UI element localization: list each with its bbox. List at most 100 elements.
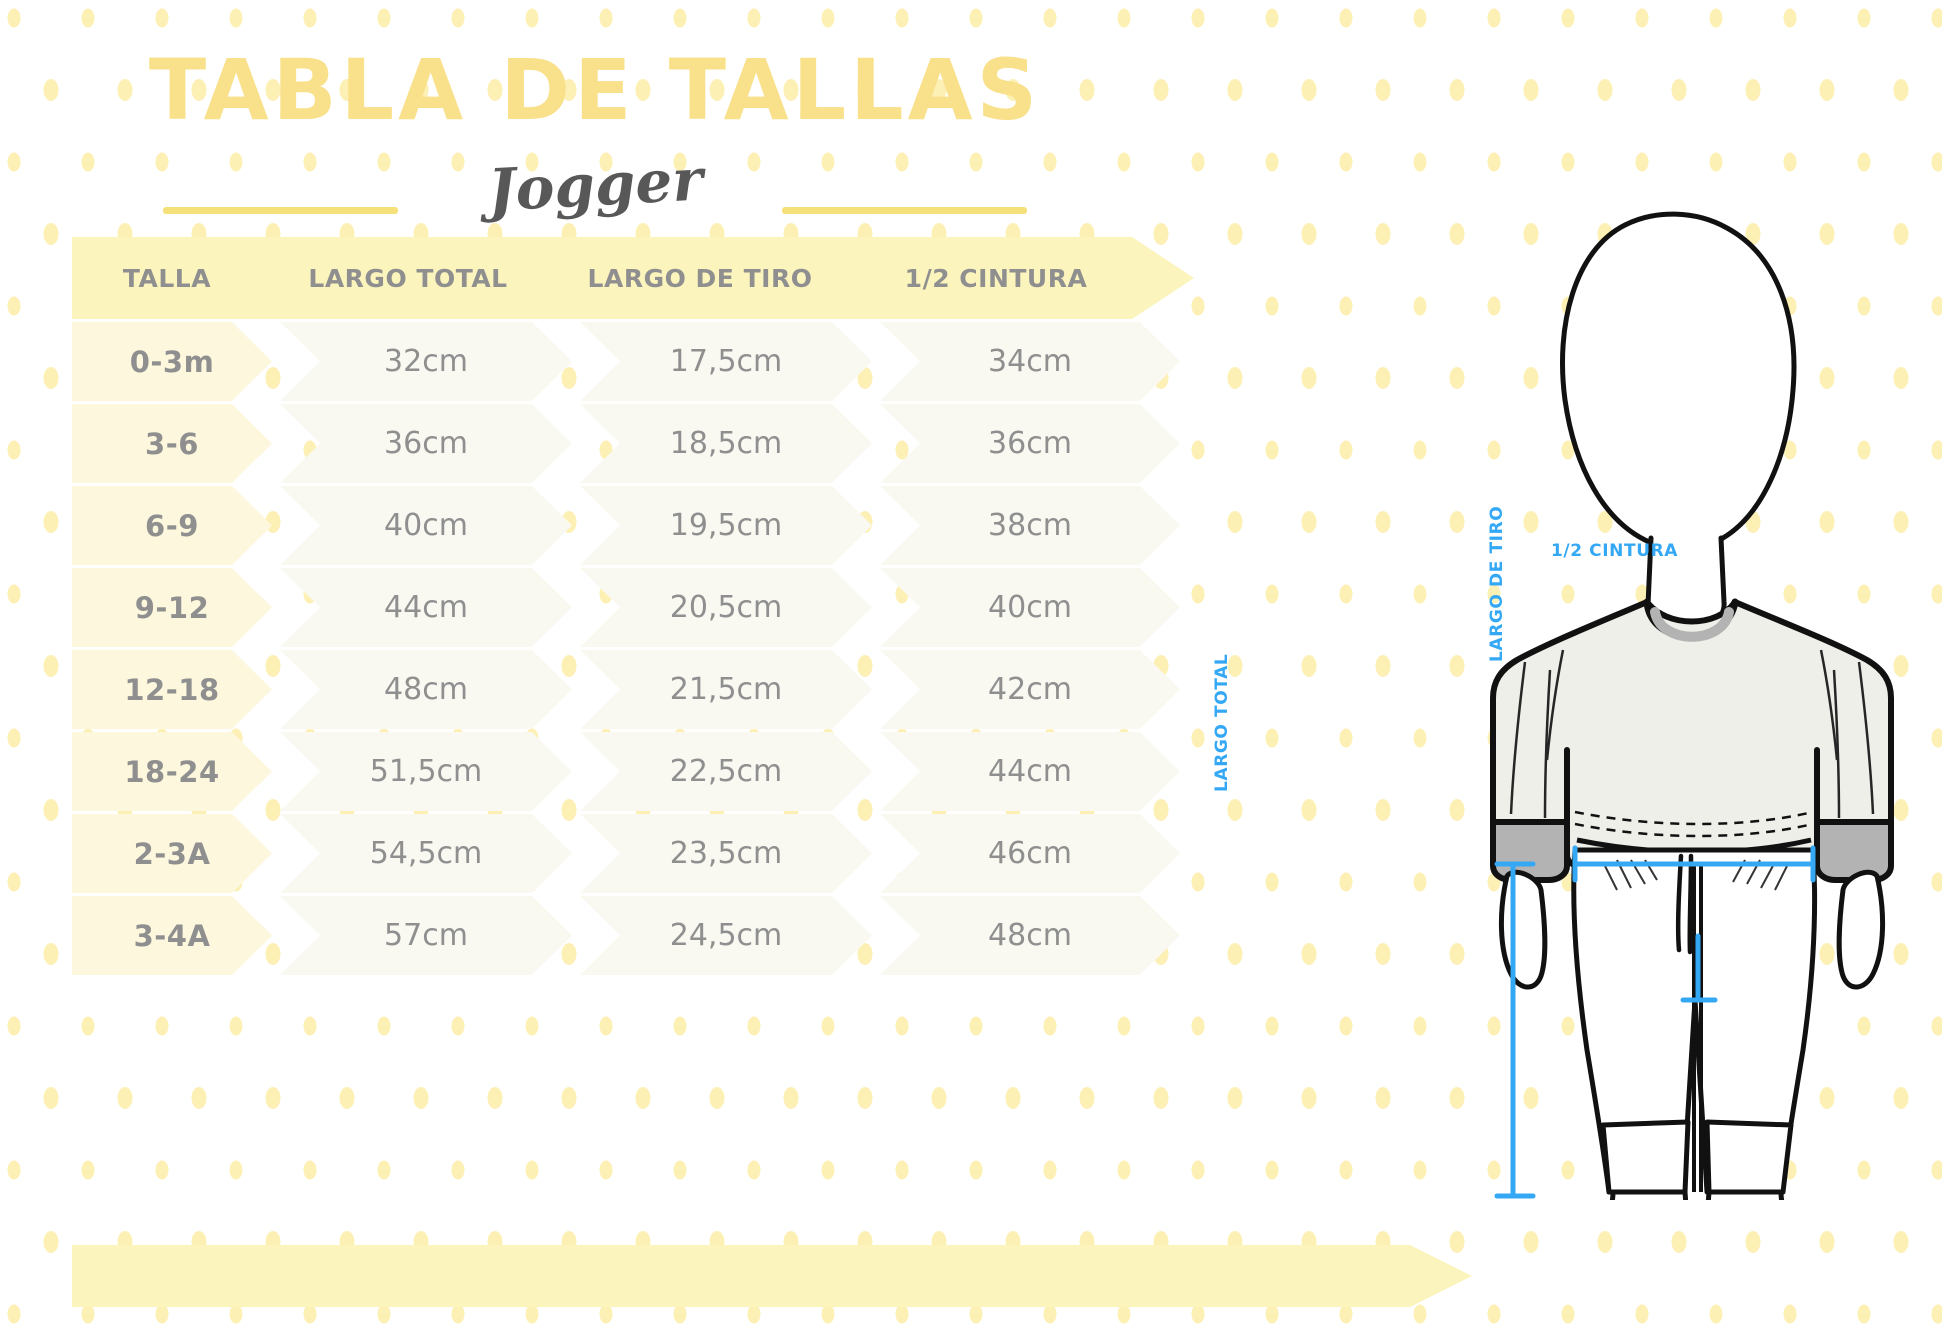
cell-gap bbox=[872, 404, 880, 483]
cell-gap bbox=[272, 650, 280, 729]
cell-largo-tiro-text: 22,5cm bbox=[580, 754, 872, 789]
page-title: TABLA DE TALLAS bbox=[0, 48, 1190, 132]
cell-gap bbox=[572, 896, 580, 975]
cell-media-cintura: 34cm bbox=[880, 322, 1180, 401]
cell-largo-tiro: 22,5cm bbox=[580, 732, 872, 811]
cell-gap bbox=[272, 814, 280, 893]
cell-talla: 3-4A bbox=[72, 896, 272, 975]
bottom-decorative-band bbox=[72, 1245, 1472, 1307]
cell-largo-total-text: 54,5cm bbox=[280, 836, 572, 871]
cell-talla: 6-9 bbox=[72, 486, 272, 565]
cell-media-cintura: 40cm bbox=[880, 568, 1180, 647]
measurement-label-media-cintura: 1/2 CINTURA bbox=[1551, 541, 1678, 561]
cell-gap bbox=[872, 732, 880, 811]
cell-talla-text: 3-6 bbox=[72, 427, 272, 461]
size-table: TALLA LARGO TOTAL LARGO DE TIRO 1/2 CINT… bbox=[72, 237, 1402, 975]
cell-gap bbox=[872, 896, 880, 975]
cell-largo-total: 57cm bbox=[280, 896, 572, 975]
cell-media-cintura-text: 44cm bbox=[880, 754, 1180, 789]
cell-largo-total-text: 51,5cm bbox=[280, 754, 572, 789]
cell-gap bbox=[272, 486, 280, 565]
cell-largo-tiro-text: 24,5cm bbox=[580, 918, 872, 953]
cell-largo-tiro-text: 18,5cm bbox=[580, 426, 872, 461]
measurement-label-largo-tiro: LARGO DE TIRO bbox=[1487, 506, 1507, 662]
cell-gap bbox=[572, 650, 580, 729]
column-header-largo-tiro: LARGO DE TIRO bbox=[554, 264, 846, 293]
cell-gap bbox=[272, 404, 280, 483]
cell-talla: 3-6 bbox=[72, 404, 272, 483]
cell-largo-total: 54,5cm bbox=[280, 814, 572, 893]
cell-largo-tiro-text: 21,5cm bbox=[580, 672, 872, 707]
cell-media-cintura-text: 42cm bbox=[880, 672, 1180, 707]
column-header-largo-total: LARGO TOTAL bbox=[262, 264, 554, 293]
cell-largo-total-text: 36cm bbox=[280, 426, 572, 461]
cell-gap bbox=[572, 486, 580, 565]
cell-talla-text: 9-12 bbox=[72, 591, 272, 625]
cell-largo-tiro-text: 23,5cm bbox=[580, 836, 872, 871]
cell-largo-tiro: 17,5cm bbox=[580, 322, 872, 401]
cell-largo-total: 36cm bbox=[280, 404, 572, 483]
cell-media-cintura: 36cm bbox=[880, 404, 1180, 483]
cell-media-cintura-text: 40cm bbox=[880, 590, 1180, 625]
decorative-rule-left bbox=[163, 207, 398, 214]
column-header-media-cintura: 1/2 CINTURA bbox=[846, 264, 1146, 293]
cell-largo-total-text: 32cm bbox=[280, 344, 572, 379]
cell-media-cintura: 38cm bbox=[880, 486, 1180, 565]
cell-talla-text: 2-3A bbox=[72, 837, 272, 871]
cell-largo-tiro: 18,5cm bbox=[580, 404, 872, 483]
cell-gap bbox=[872, 486, 880, 565]
cell-largo-total: 48cm bbox=[280, 650, 572, 729]
cell-gap bbox=[872, 322, 880, 401]
cell-gap bbox=[272, 732, 280, 811]
cell-gap bbox=[572, 814, 580, 893]
cell-largo-tiro: 24,5cm bbox=[580, 896, 872, 975]
cell-largo-total: 44cm bbox=[280, 568, 572, 647]
cell-talla-text: 18-24 bbox=[72, 755, 272, 789]
cell-talla: 2-3A bbox=[72, 814, 272, 893]
cell-talla: 18-24 bbox=[72, 732, 272, 811]
cell-largo-total: 40cm bbox=[280, 486, 572, 565]
cell-media-cintura: 48cm bbox=[880, 896, 1180, 975]
cell-gap bbox=[572, 732, 580, 811]
cell-gap bbox=[272, 322, 280, 401]
measurement-label-largo-total: LARGO TOTAL bbox=[1212, 654, 1232, 792]
cell-largo-tiro: 20,5cm bbox=[580, 568, 872, 647]
cell-talla: 9-12 bbox=[72, 568, 272, 647]
cell-gap bbox=[872, 814, 880, 893]
cell-largo-total-text: 48cm bbox=[280, 672, 572, 707]
cell-largo-total: 32cm bbox=[280, 322, 572, 401]
cell-gap bbox=[872, 650, 880, 729]
cell-gap bbox=[572, 322, 580, 401]
cell-gap bbox=[872, 568, 880, 647]
cell-largo-tiro: 23,5cm bbox=[580, 814, 872, 893]
title-block: TABLA DE TALLAS bbox=[0, 48, 1190, 132]
cell-media-cintura-text: 38cm bbox=[880, 508, 1180, 543]
table-header-row: TALLA LARGO TOTAL LARGO DE TIRO 1/2 CINT… bbox=[72, 237, 1402, 319]
cell-largo-tiro: 19,5cm bbox=[580, 486, 872, 565]
cell-talla-text: 0-3m bbox=[72, 345, 272, 379]
cell-talla: 12-18 bbox=[72, 650, 272, 729]
cell-largo-tiro: 21,5cm bbox=[580, 650, 872, 729]
jogger-figure-illustration bbox=[1455, 150, 1925, 1200]
cell-talla-text: 6-9 bbox=[72, 509, 272, 543]
cell-media-cintura: 46cm bbox=[880, 814, 1180, 893]
cell-largo-total-text: 40cm bbox=[280, 508, 572, 543]
cell-media-cintura-text: 34cm bbox=[880, 344, 1180, 379]
cell-media-cintura: 44cm bbox=[880, 732, 1180, 811]
cell-gap bbox=[572, 568, 580, 647]
subtitle-block: Jogger bbox=[0, 155, 1190, 214]
cell-largo-total-text: 44cm bbox=[280, 590, 572, 625]
cell-largo-total-text: 57cm bbox=[280, 918, 572, 953]
cell-gap bbox=[272, 568, 280, 647]
cell-largo-tiro-text: 17,5cm bbox=[580, 344, 872, 379]
cell-media-cintura-text: 48cm bbox=[880, 918, 1180, 953]
cell-talla-text: 12-18 bbox=[72, 673, 272, 707]
